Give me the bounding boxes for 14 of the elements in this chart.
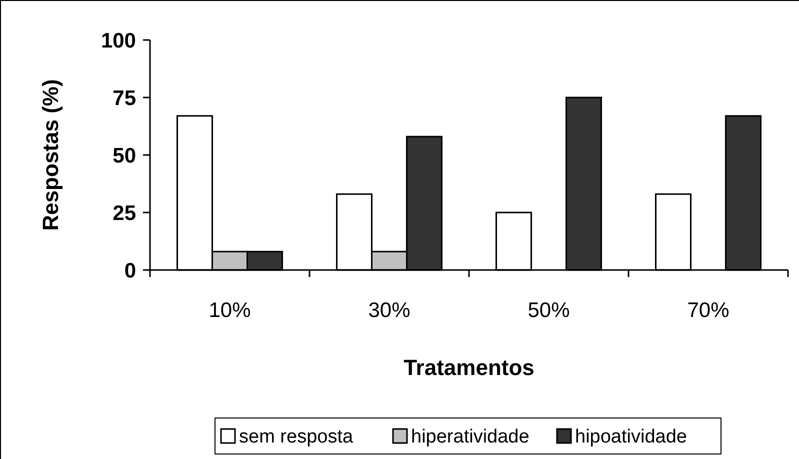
y-tick-label: 25	[112, 202, 136, 225]
y-tick-label: 75	[112, 86, 136, 110]
legend-label: hiperatividade	[411, 426, 530, 448]
x-tick-label: 30%	[368, 299, 410, 322]
y-tick-label: 0	[124, 259, 136, 282]
x-tick-label: 50%	[528, 299, 570, 322]
y-tick-label: 100	[100, 29, 136, 52]
y-tick-label: 50	[112, 144, 136, 168]
y-axis-title: Respostas (%)	[38, 79, 63, 231]
legend-label: sem resposta	[239, 426, 354, 448]
x-tick-label: 70%	[687, 299, 730, 322]
x-axis-title: Tratamentos	[404, 355, 534, 380]
x-tick-label: 10%	[208, 299, 251, 322]
legend-label: hipoatividade	[575, 426, 687, 448]
